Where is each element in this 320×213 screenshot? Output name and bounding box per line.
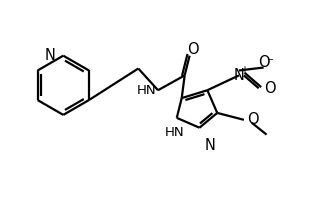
Text: O: O [265, 81, 276, 96]
Text: N: N [44, 48, 55, 63]
Text: O: O [247, 112, 259, 127]
Text: O: O [187, 42, 198, 57]
Text: HN: HN [165, 126, 185, 139]
Text: N: N [234, 68, 244, 83]
Text: −: − [266, 55, 273, 64]
Text: N: N [204, 138, 215, 153]
Text: HN: HN [136, 84, 156, 97]
Text: +: + [240, 65, 248, 75]
Text: O: O [258, 55, 269, 70]
